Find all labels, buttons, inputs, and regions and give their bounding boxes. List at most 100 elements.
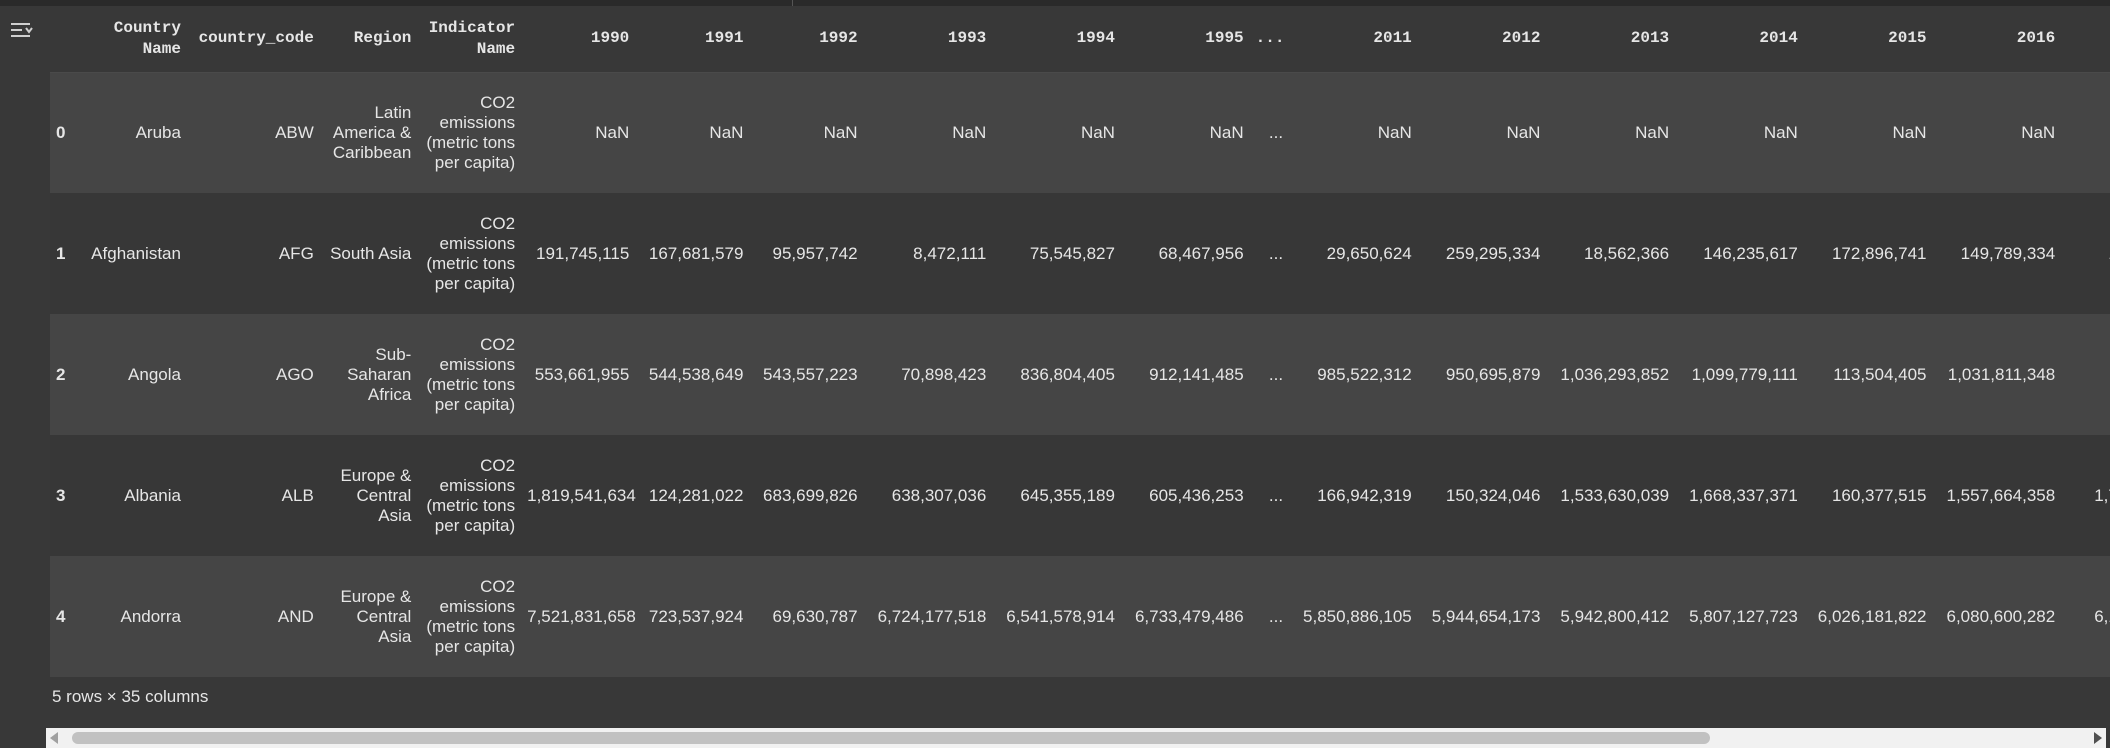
column-header: 1994 — [992, 6, 1121, 73]
table-cell: ... — [1268, 243, 1284, 263]
table-cell: 5,850,886,105 — [1303, 606, 1412, 626]
table-cell: 1,031,811,348 — [1947, 364, 2056, 384]
table-cell: ... — [1268, 364, 1284, 384]
table-cell: 131,694,5 — [2061, 193, 2110, 314]
table-cell: Europe & Central Asia — [340, 465, 412, 525]
table-cell: 124,281,022 — [648, 485, 744, 505]
row-index: 3 — [56, 485, 66, 505]
table-cell: ... — [1268, 606, 1284, 626]
table-shape-caption: 5 rows × 35 columns — [52, 687, 209, 706]
table-cell: Andorra — [120, 606, 181, 626]
column-header: Indicator Name — [417, 6, 522, 73]
table-cell: 146,235,617 — [1703, 243, 1798, 263]
table-cell: Europe & Central Asia — [340, 586, 412, 646]
column-header: ... — [1249, 6, 1290, 73]
table-cell: 172,896,741 — [1831, 243, 1927, 263]
table-cell: NaN — [1080, 122, 1115, 142]
table-row: 3 Albania ALB Europe & Central Asia CO2 emis… — [50, 435, 2110, 556]
table-cell: CO2 emissions (metric tons per capita) — [426, 576, 516, 656]
column-header: 1993 — [863, 6, 993, 73]
column-header: 1992 — [749, 6, 864, 73]
scrollbar-thumb[interactable] — [72, 732, 1710, 744]
table-cell: NaN — [1892, 122, 1927, 142]
table-row: 2 Angola AGO Sub-Saharan Africa CO2 emission… — [50, 314, 2110, 435]
column-header: 1991 — [635, 6, 750, 73]
scroll-right-icon[interactable] — [2094, 732, 2102, 744]
table-cell: ALB — [281, 485, 314, 505]
table-cell: NaN — [2021, 122, 2056, 142]
output-actions-icon[interactable] — [8, 20, 36, 42]
table-cell: 6,541,578,914 — [1006, 606, 1115, 626]
table-cell: 836,804,405 — [1020, 364, 1115, 384]
table-cell: 7,521,831,658 — [527, 606, 636, 626]
table-cell: Sub-Saharan Africa — [347, 344, 412, 404]
table-cell: NaN — [1506, 122, 1541, 142]
column-header: 2015 — [1803, 6, 1933, 73]
table-cell: NaN — [595, 122, 630, 142]
table-cell: AGO — [276, 364, 314, 384]
table-cell: 5,944,654,173 — [1431, 606, 1541, 626]
column-header: 2016 — [1932, 6, 2062, 73]
table-cell: 95,957,742 — [772, 243, 858, 263]
table-cell: NaN — [823, 122, 858, 142]
table-cell: 605,436,253 — [1149, 485, 1244, 505]
table-cell: NaN — [1377, 122, 1412, 142]
table-cell: 6,104,133,9 — [2094, 606, 2110, 626]
table-body: 0 Aruba ABW Latin America & Caribbean CO2 em… — [50, 72, 2110, 677]
table-cell: 1,819,541,634 — [527, 485, 636, 505]
table-cell: 985,522,312 — [1317, 364, 1412, 384]
column-header: 2017 — [2061, 6, 2110, 73]
row-index: 2 — [56, 364, 66, 384]
table-cell: 1,099,779,111 — [1691, 364, 1798, 384]
table-cell: 167,681,579 — [648, 243, 744, 263]
table-cell: 1,788,786,0 — [2094, 485, 2110, 505]
table-cell: 8,472,111 — [913, 243, 987, 263]
cell-top-bar — [0, 0, 2110, 6]
row-index: 1 — [56, 243, 66, 263]
column-header: 2014 — [1675, 6, 1804, 73]
row-index: 0 — [56, 122, 66, 142]
table-cell: NaN — [709, 122, 744, 142]
table-cell: 1,533,630,039 — [1560, 485, 1670, 505]
table-cell: 81,330,0 — [2061, 314, 2110, 435]
table-cell: 191,745,115 — [536, 243, 630, 263]
table-cell: 5,942,800,412 — [1560, 606, 1670, 626]
table-cell: 1,668,337,371 — [1689, 485, 1798, 505]
dataframe-output: Country Name country_code Region Indicator … — [50, 6, 2110, 726]
table-cell: 29,650,624 — [1326, 243, 1412, 263]
table-cell: 259,295,334 — [1445, 243, 1541, 263]
column-header: 2012 — [1417, 6, 1547, 73]
column-header: 2013 — [1546, 6, 1676, 73]
table-row: 4 Andorra AND Europe & Central Asia CO2 emis… — [50, 556, 2110, 677]
table-cell: ABW — [275, 122, 314, 142]
horizontal-scrollbar[interactable] — [46, 728, 2106, 748]
table-cell: Latin America & Caribbean — [332, 102, 412, 162]
table-cell: 1,036,293,852 — [1560, 364, 1670, 384]
table-cell: ... — [1268, 122, 1284, 142]
table-cell: 18,562,366 — [1584, 243, 1670, 263]
dataframe-table: Country Name country_code Region Indicator … — [50, 6, 2110, 677]
table-cell: 912,141,485 — [1149, 364, 1244, 384]
table-cell: Afghanistan — [91, 243, 181, 263]
table-cell: AFG — [278, 243, 314, 263]
column-header: country_code — [186, 6, 320, 73]
table-cell: NaN — [1635, 122, 1670, 142]
table-cell: AND — [277, 606, 314, 626]
table-cell: 6,080,600,282 — [1946, 606, 2056, 626]
table-cell: 75,545,827 — [1029, 243, 1115, 263]
column-header: Country Name — [79, 6, 187, 73]
table-cell: NaN — [952, 122, 987, 142]
scroll-left-icon[interactable] — [50, 732, 58, 744]
table-cell: 723,537,924 — [648, 606, 744, 626]
row-index: 4 — [56, 606, 66, 626]
table-cell: 638,307,036 — [891, 485, 987, 505]
table-cell: NaN — [1763, 122, 1798, 142]
table-cell: 1,557,664,358 — [1946, 485, 2056, 505]
table-row: 0 Aruba ABW Latin America & Caribbean CO2 em… — [50, 72, 2110, 193]
table-cell: 6,724,177,518 — [877, 606, 987, 626]
table-cell: CO2 emissions (metric tons per capita) — [426, 334, 516, 414]
table-cell: NaN — [1209, 122, 1244, 142]
column-header: 1990 — [521, 6, 636, 73]
table-cell: CO2 emissions (metric tons per capita) — [426, 92, 516, 172]
column-header: 2011 — [1289, 6, 1418, 73]
